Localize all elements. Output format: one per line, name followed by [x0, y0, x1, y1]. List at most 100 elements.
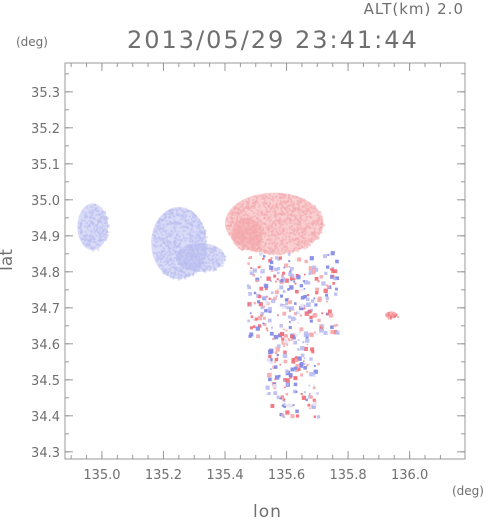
- echo-pixel: [258, 324, 262, 328]
- echo-pixel: [212, 263, 215, 266]
- echo-pixel: [153, 238, 156, 241]
- echo-pixel: [281, 242, 284, 245]
- echo-pixel: [249, 228, 252, 231]
- echo-pixel: [267, 218, 270, 221]
- echo-pixel: [159, 264, 162, 267]
- echo-pixel: [247, 214, 250, 217]
- echo-pixel: [162, 271, 165, 274]
- echo-pixel: [245, 203, 248, 206]
- echo-pixel: [241, 221, 244, 224]
- echo-pixel: [246, 240, 249, 243]
- echo-pixel: [106, 225, 109, 228]
- echo-pixel: [181, 239, 184, 242]
- echo-pixel: [175, 266, 178, 269]
- echo-pixel: [201, 243, 204, 246]
- echo-pixel: [268, 196, 271, 199]
- echo-pixel: [282, 194, 285, 197]
- echo-pixel: [248, 206, 251, 209]
- echo-pixel: [195, 233, 198, 236]
- echo-pixel: [314, 400, 317, 403]
- echo-pixel: [156, 226, 159, 229]
- echo-pixel: [180, 214, 183, 217]
- echo-pixel: [247, 302, 252, 307]
- echo-pixel: [243, 214, 246, 217]
- echo-pixel: [303, 233, 306, 236]
- echo-pixel: [187, 268, 190, 271]
- echo-pixel: [314, 237, 317, 240]
- echo-pixel: [274, 219, 277, 222]
- echo-pixel: [315, 220, 318, 223]
- echo-pixel: [165, 233, 168, 236]
- echo-pixel: [239, 237, 242, 240]
- echo-pixel: [178, 261, 181, 264]
- echo-pixel: [203, 256, 206, 259]
- echo-pixel: [296, 275, 301, 280]
- echo-pixel: [233, 238, 236, 241]
- echo-pixel: [156, 232, 159, 235]
- echo-pixel: [221, 252, 224, 255]
- axis-tick-labels: 135.0 135.2 135.4 135.6 135.8 136.034.334.434…: [31, 86, 428, 483]
- echo-pixel: [240, 225, 243, 228]
- echo-pixel: [319, 226, 322, 229]
- echo-pixel: [101, 224, 104, 227]
- echo-pixel: [152, 252, 155, 255]
- echo-pixel: [259, 286, 264, 291]
- echo-pixel: [185, 209, 188, 212]
- echo-pixel: [299, 228, 302, 231]
- echo-pixel: [307, 222, 310, 225]
- echo-pixel: [290, 266, 294, 271]
- echo-pixel: [163, 248, 166, 251]
- echo-pixel: [283, 233, 286, 236]
- echo-pixel: [312, 402, 317, 407]
- echo-pixel: [300, 211, 303, 214]
- echo-pixel: [190, 218, 193, 221]
- echo-pixel: [185, 221, 188, 224]
- echo-pixel: [88, 215, 91, 218]
- echo-pixel: [291, 210, 294, 213]
- echo-pixel: [254, 223, 257, 226]
- echo-pixel: [298, 202, 301, 205]
- echo-pixel: [259, 239, 262, 242]
- echo-pixel: [250, 210, 253, 213]
- echo-pixel: [98, 243, 101, 246]
- echo-pixel: [277, 206, 280, 209]
- echo-pixel: [162, 230, 165, 233]
- echo-pixel: [229, 221, 232, 224]
- echo-pixel: [180, 264, 183, 267]
- echo-pixel: [272, 199, 275, 202]
- y-tick-label: 34.4: [31, 410, 60, 425]
- echo-pixel: [302, 280, 305, 283]
- echo-pixel: [158, 251, 161, 254]
- echo-pixel: [97, 248, 100, 251]
- echo-pixel: [305, 216, 308, 219]
- echo-pixel: [298, 213, 301, 216]
- echo-pixel: [313, 384, 316, 387]
- echo-pixel: [85, 214, 88, 217]
- echo-pixel: [175, 246, 178, 249]
- echo-pixel: [275, 347, 280, 352]
- echo-pixel: [305, 226, 308, 229]
- echo-pixel: [243, 228, 246, 231]
- echo-pixel: [237, 233, 240, 236]
- echo-pixel: [280, 247, 283, 250]
- echo-pixel: [196, 230, 199, 233]
- echo-pixel: [192, 262, 195, 265]
- echo-pixel: [265, 300, 269, 305]
- echo-pixel: [189, 215, 192, 218]
- echo-pixel: [175, 268, 178, 271]
- echo-pixel: [105, 219, 108, 222]
- echo-pixel: [165, 229, 168, 232]
- echo-pixel: [153, 244, 156, 247]
- echo-pixel: [298, 220, 301, 223]
- echo-pixel: [283, 221, 286, 224]
- echo-pixel: [154, 246, 157, 249]
- echo-pixel: [88, 216, 91, 219]
- echo-pixel: [281, 220, 284, 223]
- echo-pixel: [218, 251, 221, 254]
- echo-pixel: [314, 219, 317, 222]
- echo-pixel: [180, 257, 183, 260]
- echo-pixel: [295, 207, 298, 210]
- echo-pixel: [158, 226, 161, 229]
- echo-pixel: [302, 229, 305, 232]
- echo-pixel: [79, 225, 82, 228]
